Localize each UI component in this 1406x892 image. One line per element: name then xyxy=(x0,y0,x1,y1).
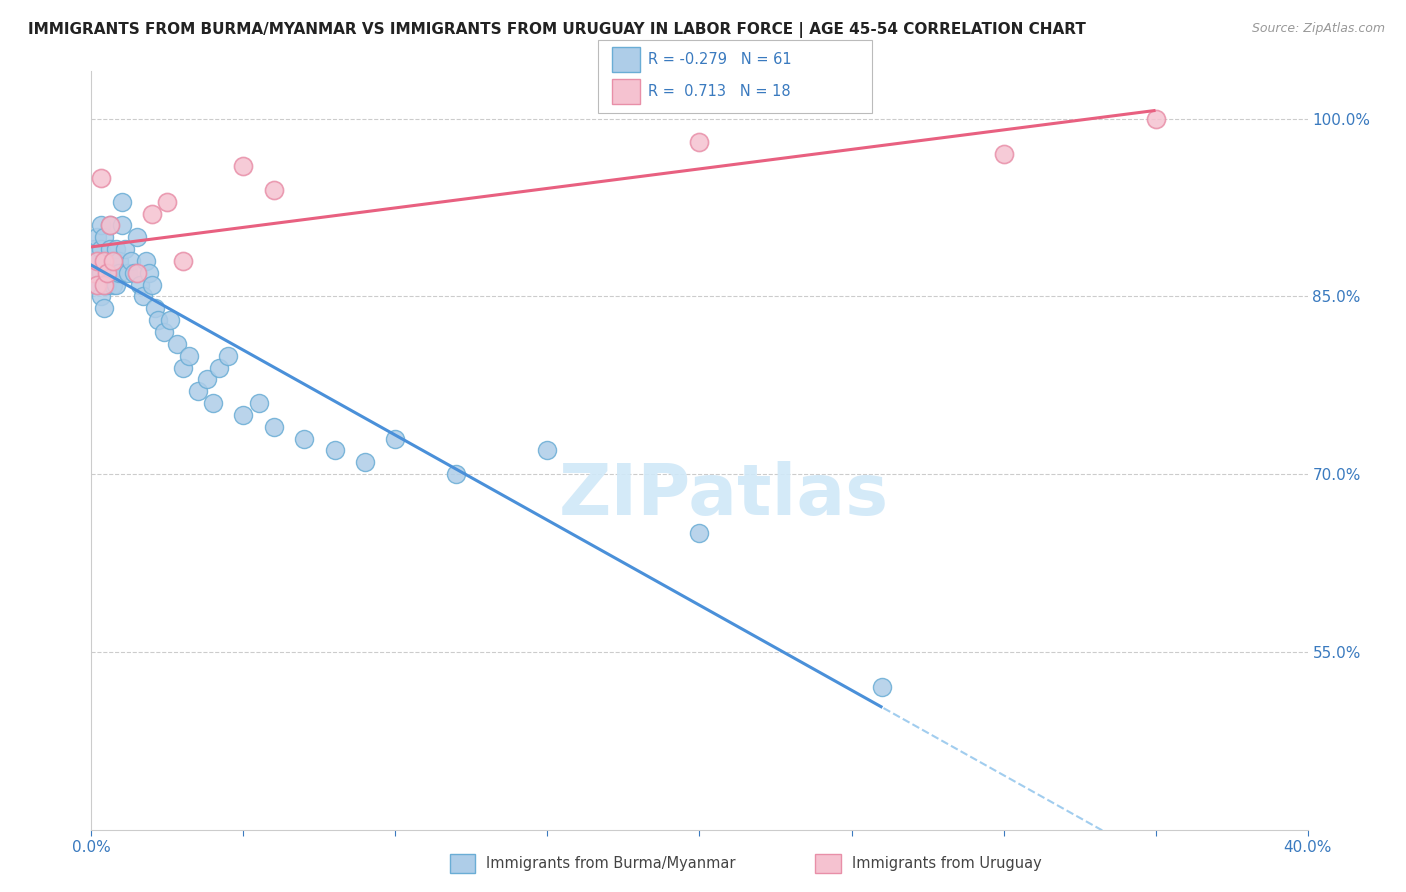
Point xyxy=(101,266,124,280)
Point xyxy=(107,266,129,280)
Point xyxy=(172,360,194,375)
Point xyxy=(187,384,209,399)
Point xyxy=(83,266,105,280)
Text: Source: ZipAtlas.com: Source: ZipAtlas.com xyxy=(1251,22,1385,36)
Point xyxy=(688,136,710,150)
Point xyxy=(122,266,145,280)
Point xyxy=(96,266,118,280)
Point xyxy=(1144,112,1167,126)
Point xyxy=(93,253,115,268)
Point xyxy=(98,219,121,233)
Point xyxy=(83,242,105,256)
Point xyxy=(89,289,111,303)
Point xyxy=(166,336,188,351)
Point xyxy=(86,253,108,268)
Point xyxy=(132,289,155,303)
Point xyxy=(444,467,467,482)
Point xyxy=(993,147,1015,161)
Point xyxy=(98,266,121,280)
Point xyxy=(202,396,225,410)
Point xyxy=(89,242,111,256)
Point xyxy=(125,230,148,244)
Point xyxy=(217,349,239,363)
Point xyxy=(101,253,124,268)
Point xyxy=(323,443,346,458)
Point xyxy=(247,396,270,410)
Point xyxy=(98,219,121,233)
Point xyxy=(89,266,111,280)
Point xyxy=(101,277,124,292)
Point xyxy=(96,277,118,292)
Point xyxy=(86,230,108,244)
Point xyxy=(107,253,129,268)
Point xyxy=(208,360,231,375)
Point xyxy=(384,432,406,446)
Point xyxy=(104,242,127,256)
Point xyxy=(93,277,115,292)
Point xyxy=(96,253,118,268)
Point xyxy=(153,325,176,339)
Point xyxy=(98,242,121,256)
Point xyxy=(688,526,710,541)
Point xyxy=(135,253,157,268)
Text: R = -0.279   N = 61: R = -0.279 N = 61 xyxy=(648,53,792,67)
Point xyxy=(177,349,200,363)
Text: R =  0.713   N = 18: R = 0.713 N = 18 xyxy=(648,85,790,99)
Point xyxy=(263,183,285,197)
Text: ZIPatlas: ZIPatlas xyxy=(558,461,889,531)
Point xyxy=(83,266,105,280)
Point xyxy=(104,277,127,292)
Text: IMMIGRANTS FROM BURMA/MYANMAR VS IMMIGRANTS FROM URUGUAY IN LABOR FORCE | AGE 45: IMMIGRANTS FROM BURMA/MYANMAR VS IMMIGRA… xyxy=(28,22,1085,38)
Point xyxy=(141,277,163,292)
Point xyxy=(93,230,115,244)
Point xyxy=(111,194,134,209)
Point xyxy=(96,266,118,280)
Point xyxy=(536,443,558,458)
Point xyxy=(141,206,163,220)
Point xyxy=(114,242,136,256)
Point xyxy=(138,266,160,280)
Point xyxy=(101,253,124,268)
Text: Immigrants from Uruguay: Immigrants from Uruguay xyxy=(852,856,1042,871)
Point xyxy=(86,253,108,268)
Point xyxy=(93,277,115,292)
Point xyxy=(89,171,111,186)
Point xyxy=(354,455,377,469)
Point xyxy=(156,194,179,209)
Point xyxy=(232,159,254,173)
Point xyxy=(195,372,218,386)
Point xyxy=(129,277,152,292)
Point xyxy=(111,219,134,233)
Point xyxy=(263,419,285,434)
Point xyxy=(86,277,108,292)
Point xyxy=(120,253,142,268)
Point xyxy=(86,277,108,292)
Point xyxy=(143,301,166,316)
Point xyxy=(125,266,148,280)
Point xyxy=(117,266,139,280)
Point xyxy=(870,681,893,695)
Point xyxy=(93,253,115,268)
Point xyxy=(172,253,194,268)
Point xyxy=(89,219,111,233)
Point xyxy=(93,301,115,316)
Point xyxy=(232,408,254,422)
Text: Immigrants from Burma/Myanmar: Immigrants from Burma/Myanmar xyxy=(486,856,735,871)
Point xyxy=(159,313,181,327)
Point xyxy=(148,313,170,327)
Point xyxy=(292,432,315,446)
